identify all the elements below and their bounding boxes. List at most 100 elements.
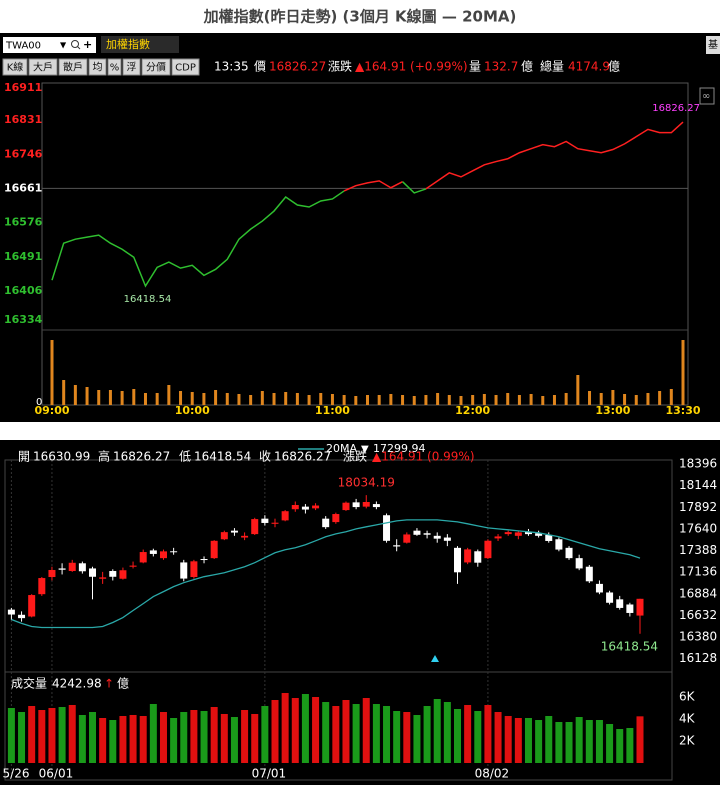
tool-button-label: 浮 (127, 62, 137, 74)
volume-bar (190, 392, 194, 405)
corner-button[interactable] (706, 36, 720, 54)
volume-bar (319, 393, 323, 405)
volume-bar (575, 716, 583, 763)
price-line (402, 181, 427, 194)
volume-bar (606, 724, 614, 763)
tool-button-label: CDP (175, 63, 196, 74)
x-tick-label: 12:00 (455, 404, 490, 417)
candle-body (210, 540, 218, 559)
volume-bar (200, 711, 208, 763)
tool-button[interactable] (141, 58, 171, 76)
candle-body (555, 539, 563, 550)
volume-bar (18, 712, 26, 763)
tool-button[interactable] (58, 58, 88, 76)
candle-body (575, 558, 583, 569)
volume-bar (393, 711, 401, 763)
quote-label: 漲跌 (343, 449, 367, 464)
candle-body (78, 563, 86, 572)
ma-legend-name: 20MA (326, 442, 357, 455)
volume-bar (494, 712, 502, 763)
tool-button[interactable] (2, 58, 28, 76)
volume-bar (307, 395, 311, 405)
volume-bar (149, 703, 157, 763)
volume-arrow: ↑ (104, 677, 114, 691)
candle-body (383, 515, 391, 541)
intraday-frame (41, 82, 689, 406)
add-icon[interactable]: + (83, 38, 92, 51)
quote-time: 13:35 (214, 60, 249, 74)
volume-bar (424, 395, 428, 405)
candle-body (332, 514, 340, 523)
y-tick-label: 17136 (679, 565, 717, 579)
ma-line (11, 519, 641, 629)
volume-bar (413, 714, 421, 763)
search-icon[interactable] (71, 40, 79, 48)
volume-bar (616, 728, 624, 763)
candle-body (200, 559, 208, 561)
volume-bar (504, 715, 512, 763)
volume-bar (403, 712, 411, 763)
candle-body (545, 534, 553, 541)
y-tick-label: 16911 (4, 81, 42, 94)
candle-body (159, 551, 167, 559)
candle-body (220, 532, 228, 540)
candle-body (38, 578, 46, 595)
y-tick-label: 16632 (679, 608, 717, 622)
candle-body (312, 505, 320, 509)
candle-body (464, 549, 472, 563)
dropdown-arrow[interactable]: ▼ (60, 41, 67, 50)
tool-button[interactable] (28, 58, 58, 76)
tool-button[interactable] (122, 58, 141, 76)
volume-bar (109, 720, 117, 763)
quote-value: 16826.27 (274, 450, 331, 464)
tool-button[interactable] (107, 58, 122, 76)
volume-bar (576, 375, 580, 405)
x-tick-label: 13:30 (665, 404, 700, 417)
quote-value: 16826.27 (113, 450, 170, 464)
volume-bar (50, 340, 54, 405)
candle-body (119, 570, 127, 579)
volume-bar (636, 716, 644, 763)
y-tick-label: 16406 (4, 284, 43, 297)
candle-body (190, 561, 198, 578)
tool-button[interactable] (88, 58, 107, 76)
volume-unit: 億 (117, 677, 129, 691)
candle-body (68, 562, 76, 572)
x-tick-label: 09:00 (34, 404, 69, 417)
volume-bar (295, 393, 299, 405)
y-tick-label: 17640 (679, 521, 717, 535)
volume-bar (139, 715, 147, 763)
candle-body (99, 577, 107, 579)
volume-bar (595, 720, 603, 763)
volume-bar (129, 714, 137, 763)
volume-bar (459, 396, 463, 405)
volume-bar (332, 705, 340, 763)
volume-bar (291, 698, 299, 763)
volume-bar (62, 380, 66, 405)
volume-bar (159, 712, 167, 763)
y-tick-label: 16491 (4, 250, 42, 263)
candle-body (636, 598, 644, 616)
tool-button[interactable] (171, 58, 200, 76)
price-line (425, 121, 684, 190)
ma-legend-value: 17299.94 (373, 442, 426, 455)
price: 16826.27 (269, 60, 326, 74)
volume-bar (312, 697, 320, 763)
total-label: 總量 (540, 59, 564, 74)
volume-label: 量 (469, 60, 481, 74)
candle-body (271, 522, 279, 524)
volume-bar (464, 704, 472, 763)
volume-bar (230, 716, 238, 763)
link-button[interactable] (699, 87, 715, 105)
volume-bar (155, 393, 159, 405)
volume-bar (179, 391, 183, 405)
volume-bar (210, 706, 218, 763)
volume-value: 4242.98 (52, 677, 102, 691)
volume-bar (377, 395, 381, 405)
volume-bar (167, 385, 171, 405)
volume-bar (214, 390, 218, 405)
volume-bar (97, 390, 101, 405)
candle-body (393, 545, 401, 547)
volume-label: 成交量 (11, 676, 47, 691)
volume-bar (272, 393, 276, 405)
